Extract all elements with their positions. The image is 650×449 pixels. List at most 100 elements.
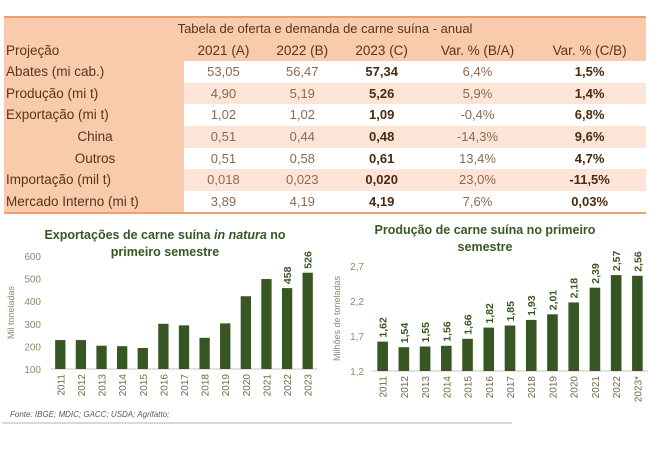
table-row: Exportação (mi t) 1,02 1,02 1,09 -0,4% 6,8% [4,104,646,126]
data-label: 1,62 [378,317,390,338]
x-tick-label: 2023 [304,374,315,397]
bar [525,319,537,371]
bar [377,341,388,371]
cell-2022: 0,58 [262,147,342,170]
cell-2021: 0,018 [184,169,263,191]
column-header: 2022 (B) [262,39,342,62]
bar [398,347,410,371]
row-label: Produção (mi t) [4,82,184,105]
bar [504,325,516,371]
chart-title: Exportações de carne suína in natura no … [35,227,295,261]
y-tick-label: 600 [24,252,41,263]
bar [220,323,231,369]
table-row: Mercado Interno (mi t) 3,89 4,19 4,19 7,6% 0,… [4,190,646,214]
x-tick-label: 2018 [527,376,538,399]
column-header: Var. % (B/A) [421,39,534,62]
cell-2021: 1,02 [184,104,263,126]
bar [547,314,558,371]
x-tick-label: 2020 [242,374,253,397]
x-tick-label: 2013 [98,374,109,397]
data-label: 1,85 [505,301,517,322]
cell-var-ba: 6,4% [421,61,534,83]
bar [158,323,169,369]
data-label: 1,56 [441,321,453,342]
cell-var-ba: 7,6% [421,190,534,214]
bar [589,287,601,371]
x-tick-label: 2011 [56,374,67,396]
x-tick-label: 2012 [400,376,411,399]
bar [610,275,622,371]
cell-var-cb: 0,03% [533,190,646,214]
y-tick-label: 100 [24,365,41,376]
production-chart-svg: Milhões de toneladas 2,7 2,2 1,7 1,2 2011 1,62… [332,251,648,402]
x-tick-label: 2015 [139,374,150,397]
bar [483,327,495,371]
bar [462,338,473,371]
cell-2021: 0,51 [184,125,263,148]
x-tick-label: 2017 [180,374,191,397]
x-tick-label: 2019 [548,376,559,399]
y-tick-label: 2,7 [350,262,364,273]
y-tick-label: 1,7 [350,332,364,343]
exports-chart-svg: Mil toneladas 600 500 400 300 200 100 2011 2012 2… [6,251,318,397]
bar [117,346,128,369]
bar [55,340,66,369]
production-chart: Produção de carne suína no primeiro seme… [320,223,650,408]
cell-2023: 4,19 [341,190,422,214]
cell-2021: 53,05 [184,61,263,83]
cell-2023: 57,34 [341,61,422,83]
x-tick-label: 2019 [221,374,232,397]
cell-var-cb: 4,7% [533,147,646,170]
x-tick-label: 2015 [464,376,475,399]
bar [632,275,643,371]
cell-2023: 0,61 [341,147,422,170]
y-tick-label: 400 [24,297,41,308]
bar [261,279,272,369]
y-axis-label: Milhões de toneladas [332,275,342,361]
cell-2021: 4,90 [184,82,263,105]
divider [2,422,512,424]
y-tick-label: 300 [24,320,41,331]
cell-var-ba: 13,4% [421,147,534,170]
cell-2023: 1,09 [341,104,422,126]
cell-2021: 3,89 [184,190,263,214]
bar [96,345,107,369]
table-row: Importação (mil t) 0,018 0,023 0,020 23,0% -1… [4,169,646,191]
data-label: 1,66 [463,314,475,335]
data-label: 1,93 [526,295,538,316]
x-tick-label: 2011 [379,376,390,398]
cell-var-ba: 23,0% [421,169,534,191]
x-tick-label: 2014 [118,374,129,397]
x-tick-label: 2021 [262,374,273,397]
table-row: Produção (mi t) 4,90 5,19 5,26 5,9% 1,4% [4,82,646,105]
cell-2023: 0,48 [341,125,422,148]
bar [137,347,148,369]
bar [568,302,579,371]
x-tick-label: 2022 [283,374,294,397]
column-header: 2023 (C) [341,39,422,62]
data-label: 2,18 [569,278,581,299]
x-tick-label: 2017 [506,376,517,399]
x-tick-label: 2018 [201,374,212,397]
row-label: Mercado Interno (mi t) [4,190,184,214]
chart-title-part: no primeiro semestre [110,228,286,259]
cell-var-cb: 9,6% [533,125,646,148]
y-tick-label: 500 [24,275,41,286]
x-tick-label: 2013 [421,376,432,399]
cell-2021: 0,51 [184,147,263,170]
data-label: 1,54 [399,323,411,344]
cell-2022: 0,44 [262,125,342,148]
x-tick-label: 2020 [570,376,581,399]
y-tick-label: 1,2 [350,367,364,378]
cell-2022: 4,19 [262,190,342,214]
data-label: 526 [303,251,315,269]
data-label: 2,56 [632,251,644,272]
cell-2022: 56,47 [262,61,342,83]
row-label: Outros [4,147,184,170]
table-header-row: Projeção 2021 (A) 2022 (B) 2023 (C) Var.… [4,39,646,62]
data-label: 458 [282,266,294,284]
cell-2022: 1,02 [262,104,342,126]
chart-title: Produção de carne suína no primeiro seme… [374,223,596,254]
cell-2022: 0,023 [262,169,342,191]
cell-var-cb: -11,5% [533,169,646,191]
